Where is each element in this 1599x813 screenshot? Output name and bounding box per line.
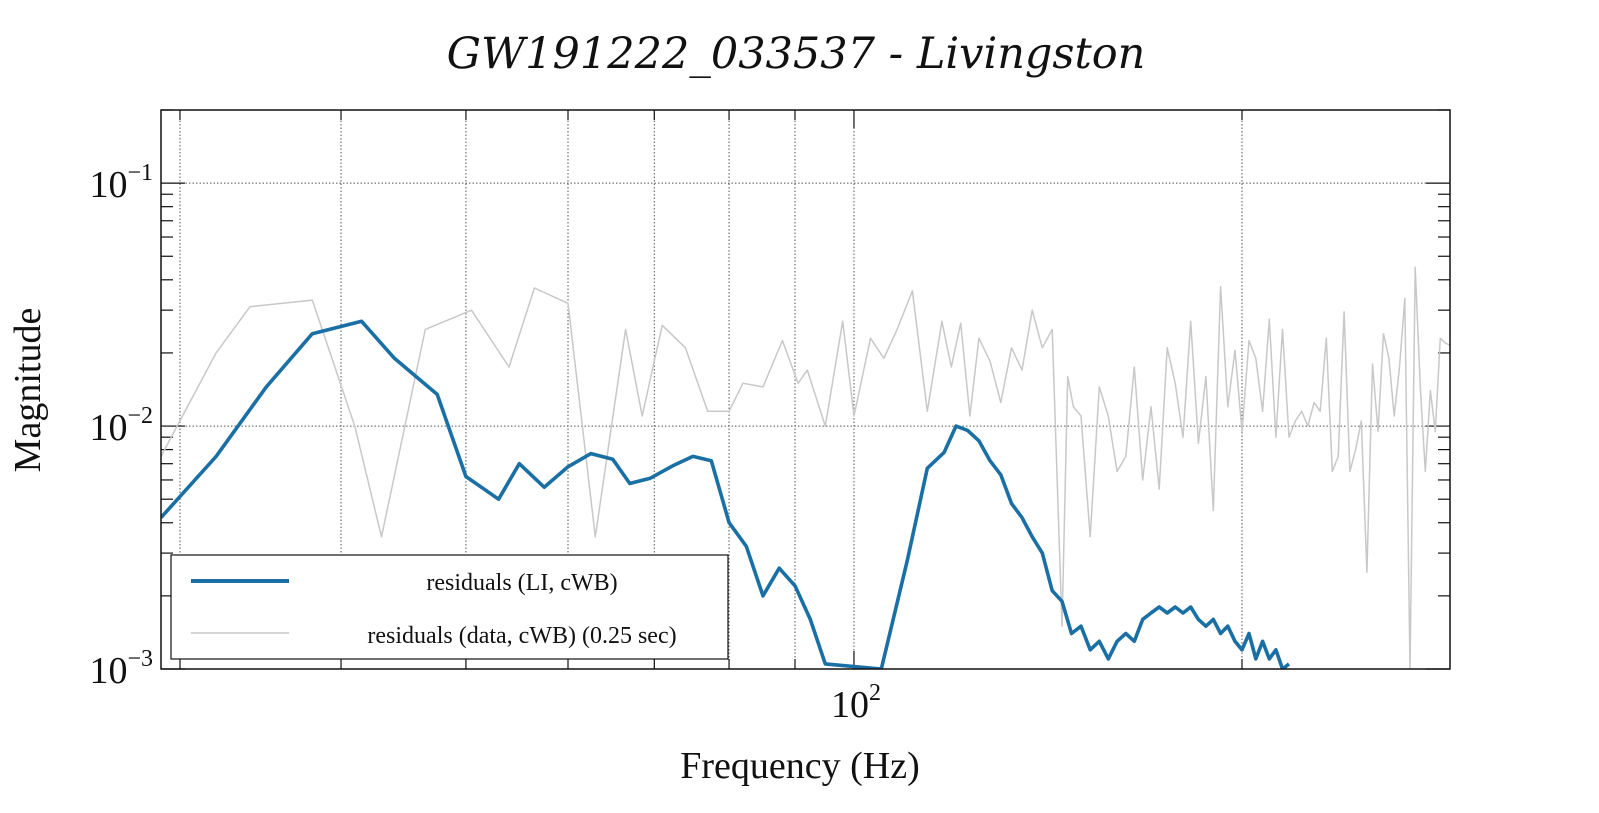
legend: residuals (LI, cWB) residuals (data, cWB… [170,554,729,660]
legend-box [170,554,729,660]
y-tick-label: 10−1 [89,160,153,206]
x-tick-label: 102 [831,680,881,726]
y-tick-labels: 10−3 10−2 10−1 [89,160,153,692]
legend-label-li-cwb: residuals (LI, cWB) [426,570,617,596]
y-tick-label: 10−2 [89,403,153,449]
series-line-1 [161,266,1450,669]
x-tick-labels: 102 [831,680,881,726]
y-tick-label: 10−3 [89,646,153,692]
x-axis-label: Frequency (Hz) [680,745,920,787]
plot-frame [160,109,1451,670]
legend-label-data-cwb: residuals (data, cWB) (0.25 sec) [367,623,676,649]
series-line-0 [161,319,1291,669]
y-axis-label: Magnitude [7,308,49,473]
series-layer [161,266,1450,669]
chart-title: GW191222_033537 - Livingston [447,29,1146,79]
